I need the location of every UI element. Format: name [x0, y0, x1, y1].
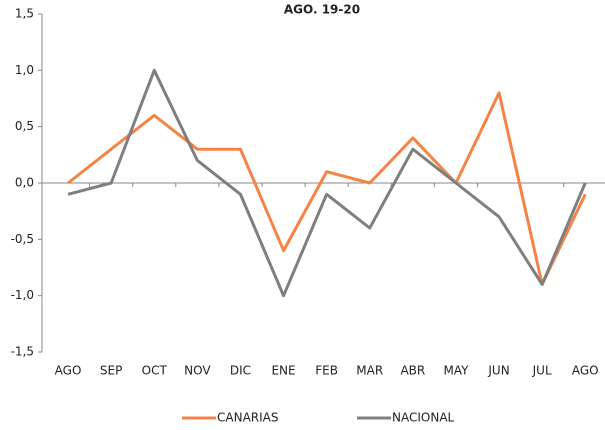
- x-tick-label: OCT: [142, 364, 168, 378]
- y-tick-label: -1,0: [11, 288, 34, 302]
- x-tick-label: SEP: [100, 364, 122, 378]
- x-tick-label: JUL: [532, 364, 552, 378]
- x-tick-label: AGO: [572, 364, 599, 378]
- legend-label: NACIONAL: [392, 411, 455, 425]
- x-tick-label: NOV: [184, 364, 211, 378]
- x-tick-label: FEB: [315, 364, 338, 378]
- x-tick-label: ENE: [271, 364, 295, 378]
- chart-title: AGO. 19-20: [284, 3, 360, 17]
- x-tick-label: MAY: [443, 364, 469, 378]
- y-tick-label: 0,0: [15, 176, 34, 190]
- y-tick-label: 1,0: [15, 63, 34, 77]
- x-tick-label: ABR: [400, 364, 425, 378]
- legend-label: CANARIAS: [217, 411, 278, 425]
- y-tick-label: -1,5: [11, 345, 34, 359]
- y-tick-label: -0,5: [11, 232, 34, 246]
- x-tick-label: JUN: [487, 364, 509, 378]
- y-tick-label: 1,5: [15, 7, 34, 21]
- y-tick-label: 0,5: [15, 119, 34, 133]
- x-tick-label: AGO: [55, 364, 82, 378]
- series-line: [67, 91, 587, 286]
- x-tick-label: DIC: [230, 364, 251, 378]
- x-tick-label: MAR: [356, 364, 383, 378]
- series-line: [67, 68, 587, 298]
